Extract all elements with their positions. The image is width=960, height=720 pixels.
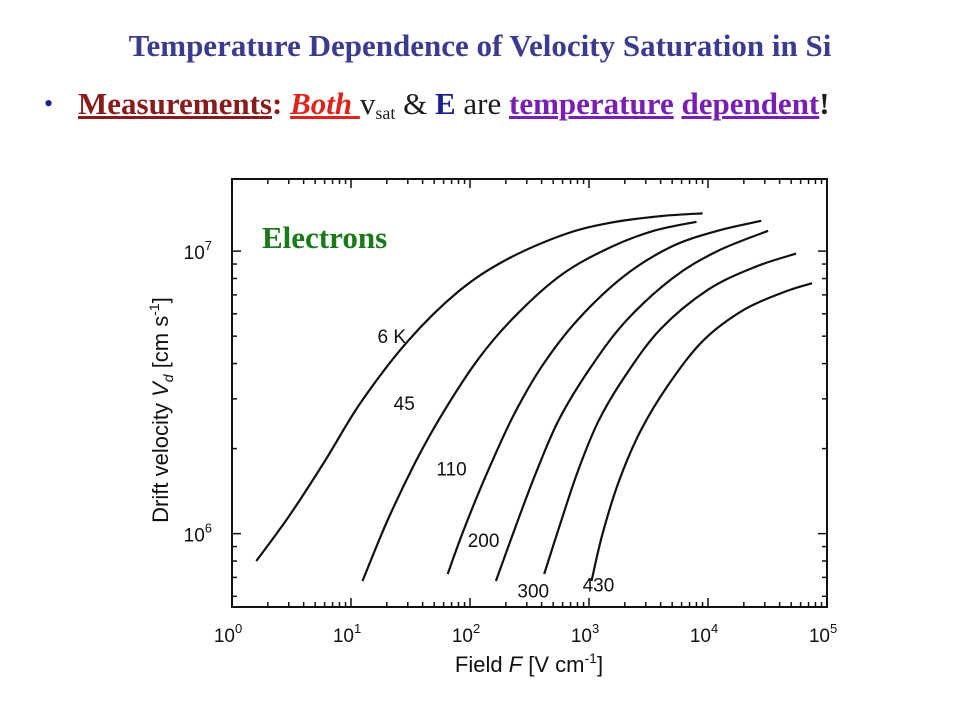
series-curve-430	[590, 282, 813, 582]
x-tick-label: 104	[690, 621, 718, 647]
axis-ticks: 100 101 102 103 104 105 106 107	[184, 179, 837, 647]
series-label: 200	[468, 531, 500, 552]
electrons-annotation: Electrons	[262, 220, 387, 255]
colon: :	[272, 86, 283, 121]
y-tick-label: 107	[184, 238, 212, 264]
series-curve-110	[446, 219, 762, 575]
y-axis-label: Drift velocity Vd [cm s-1]	[146, 297, 176, 523]
x-tick-label: 102	[452, 621, 480, 647]
series-curve-6-k	[255, 212, 703, 562]
x-tick-label: 100	[214, 621, 242, 647]
measurements-term: Measurements	[78, 86, 272, 121]
series-curve-45	[361, 220, 697, 582]
e-symbol: E	[434, 86, 456, 121]
series-curve-300	[543, 252, 797, 575]
series-label: 6 K	[377, 327, 406, 348]
x-axis-label: Field F [V cm-1]	[455, 650, 603, 677]
bullet-dot: •	[44, 89, 54, 118]
x-tick-label: 103	[571, 621, 599, 647]
series-curves	[255, 212, 813, 582]
dependent-term: dependent	[681, 86, 820, 121]
both-term: Both	[290, 86, 360, 121]
v-subscript: sat	[375, 103, 396, 123]
series-curve-200	[494, 229, 769, 582]
x-tick-label: 105	[809, 621, 837, 647]
ampersand: &	[395, 86, 435, 121]
plot-frame	[231, 178, 828, 608]
slide-title: Temperature Dependence of Velocity Satur…	[128, 28, 832, 63]
series-label: 110	[436, 460, 466, 481]
temperature-term: temperature	[509, 86, 674, 121]
bullet-text: Measurements: Both vsat & E are temperat…	[78, 82, 878, 135]
are-word: are	[455, 86, 510, 121]
v-symbol: v	[359, 86, 376, 121]
series-label: 45	[394, 394, 415, 415]
series-labels: 6 K 45 110 200 300 430	[377, 327, 614, 602]
series-label: 300	[517, 581, 549, 602]
exclamation: !	[819, 86, 830, 121]
x-tick-label: 101	[333, 621, 361, 647]
y-tick-label: 106	[184, 521, 212, 547]
series-label: 430	[583, 576, 615, 597]
